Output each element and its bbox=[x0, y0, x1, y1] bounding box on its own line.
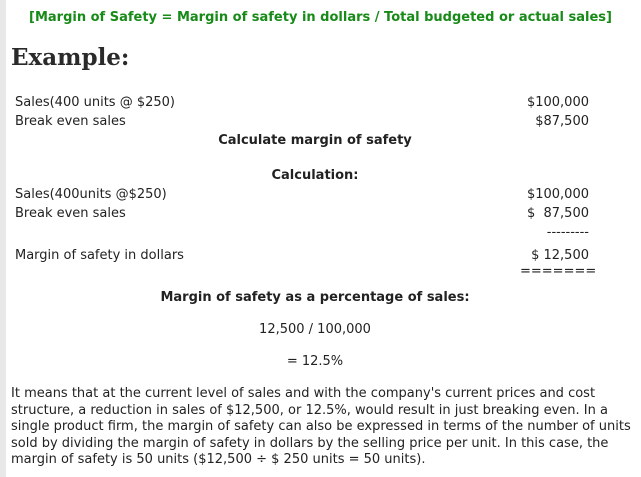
example-heading: Example: bbox=[11, 44, 130, 71]
calc-break-even-label: Break even sales bbox=[15, 206, 126, 221]
percentage-formula: 12,500 / 100,000 bbox=[259, 322, 371, 337]
given-break-even-value: $87,500 bbox=[535, 114, 589, 129]
calculation-heading: Calculation: bbox=[271, 168, 359, 183]
percentage-result: = 12.5% bbox=[286, 354, 344, 369]
mos-value: $ 12,500 bbox=[531, 248, 589, 263]
double-rule: ======= bbox=[520, 264, 597, 279]
formula-banner: [Margin of Safety = Margin of safety in … bbox=[29, 10, 612, 25]
mos-label: Margin of safety in dollars bbox=[15, 248, 184, 263]
percentage-heading: Margin of safety as a percentage of sale… bbox=[160, 290, 470, 305]
given-sales-label: Sales(400 units @ $250) bbox=[15, 95, 175, 110]
left-border bbox=[0, 0, 6, 477]
calc-sales-label: Sales(400units @$250) bbox=[15, 187, 167, 202]
explanation-paragraph: It means that at the current level of sa… bbox=[11, 386, 631, 467]
dash-rule: --------- bbox=[546, 225, 589, 240]
calc-break-even-value: $ 87,500 bbox=[526, 206, 589, 221]
calc-sales-value: $100,000 bbox=[526, 187, 589, 202]
given-break-even-label: Break even sales bbox=[15, 114, 126, 129]
task-heading: Calculate margin of safety bbox=[218, 133, 412, 148]
given-sales-value: $100,000 bbox=[526, 95, 589, 110]
